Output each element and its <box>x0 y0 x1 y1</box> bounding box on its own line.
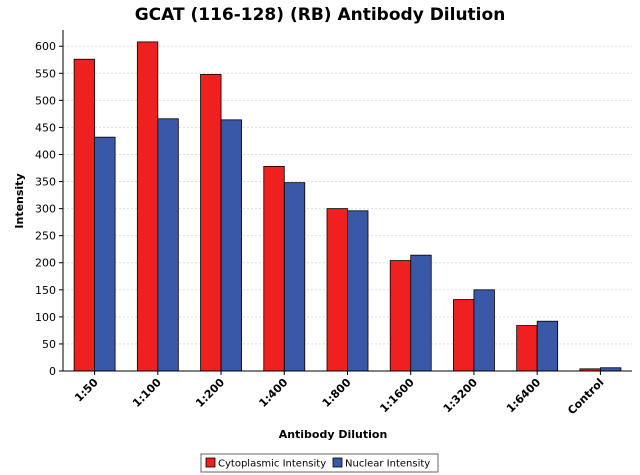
bar-cytoplasmic <box>200 73 222 372</box>
bar-nuclear <box>410 254 432 372</box>
x-tick-label: Control <box>565 376 606 417</box>
bar-nuclear <box>283 182 306 372</box>
y-tick-label: 350 <box>35 176 56 189</box>
bars <box>73 41 622 372</box>
y-tick-label: 450 <box>35 121 56 134</box>
y-tick-label: 150 <box>35 284 56 297</box>
legend-swatch-cytoplasmic <box>205 457 216 468</box>
y-tick-label: 250 <box>35 230 56 243</box>
x-tick-label: 1:800 <box>320 376 354 410</box>
bar-nuclear <box>157 118 179 372</box>
y-tick-label: 600 <box>35 40 56 53</box>
legend-box <box>200 453 439 473</box>
x-tick-label: 1:3200 <box>441 376 481 416</box>
bar-nuclear <box>473 289 495 372</box>
x-axis-label: Antibody Dilution <box>279 428 388 441</box>
chart-title: GCAT (116-128) (RB) Antibody Dilution <box>135 5 506 25</box>
legend-label-nuclear: Nuclear Intensity <box>345 459 430 470</box>
legend-label-cytoplasmic: Cytoplasmic Intensity <box>218 459 326 470</box>
x-tick-label: 1:400 <box>256 376 290 410</box>
y-tick-label: 200 <box>35 257 56 270</box>
bar-nuclear <box>94 136 116 372</box>
x-tick-label: 1:50 <box>72 376 101 405</box>
x-tick-label: 1:100 <box>130 376 164 410</box>
bar-cytoplasmic <box>453 299 475 372</box>
legend: Cytoplasmic Intensity Nuclear Intensity <box>200 453 439 473</box>
y-tick-label: 100 <box>35 311 56 324</box>
bar-cytoplasmic <box>326 208 348 372</box>
bar-nuclear <box>220 119 242 372</box>
y-axis-label: Intensity <box>13 173 26 228</box>
bar-cytoplasmic <box>389 260 412 372</box>
x-tick-label: 1:1600 <box>377 376 417 416</box>
y-tick-label: 0 <box>49 365 56 378</box>
x-tick-label: 1:6400 <box>504 376 544 416</box>
y-tick-label: 500 <box>35 94 56 107</box>
bar-cytoplasmic <box>263 165 285 372</box>
y-axis-ticks: 0 50 100 150 200 250 300 350 400 450 500 550 600 <box>35 40 63 378</box>
x-tick-label: 1:200 <box>193 376 227 410</box>
bar-cytoplasmic <box>73 58 96 372</box>
bar-cytoplasmic <box>516 325 538 372</box>
bar-nuclear <box>536 320 559 372</box>
y-tick-label: 400 <box>35 148 56 161</box>
bar-cytoplasmic <box>136 41 159 372</box>
y-tick-label: 300 <box>35 203 56 216</box>
bar-nuclear <box>347 210 369 372</box>
legend-swatch-nuclear <box>332 457 343 468</box>
y-tick-label: 50 <box>42 338 56 351</box>
y-tick-label: 550 <box>35 67 56 80</box>
x-axis-ticks: 1:50 1:100 1:200 1:400 1:800 1:1600 1:3200 1:64… <box>72 371 607 417</box>
